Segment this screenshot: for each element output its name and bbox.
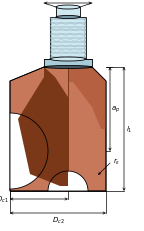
Polygon shape [10, 68, 106, 191]
Text: $r_\varepsilon$: $r_\varepsilon$ [113, 156, 120, 166]
Bar [56, 8, 80, 18]
Polygon shape [18, 68, 68, 186]
Ellipse shape [50, 58, 86, 62]
Ellipse shape [44, 66, 92, 69]
Text: $D_{5m}$: $D_{5m}$ [61, 0, 75, 3]
Text: $l_1$: $l_1$ [126, 124, 132, 134]
Bar [44, 60, 92, 68]
Text: $D_{c2}$: $D_{c2}$ [52, 215, 64, 225]
Bar [50, 18, 86, 60]
Polygon shape [68, 68, 106, 129]
Ellipse shape [56, 16, 80, 19]
Polygon shape [48, 171, 88, 196]
Text: $D_{c1}$: $D_{c1}$ [0, 194, 9, 204]
Polygon shape [10, 113, 48, 189]
Ellipse shape [56, 6, 80, 10]
Text: $a_p$: $a_p$ [111, 104, 120, 115]
